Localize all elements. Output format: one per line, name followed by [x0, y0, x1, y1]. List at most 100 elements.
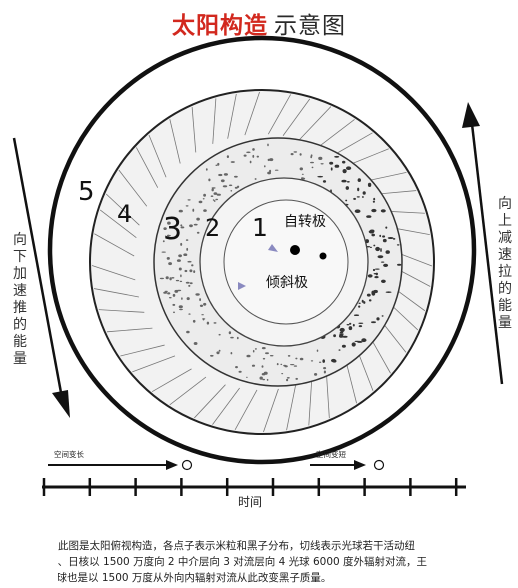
granule-dot: [281, 373, 284, 375]
granule-dot: [198, 200, 203, 204]
granule-dot: [361, 338, 367, 343]
granule-dot: [178, 209, 183, 213]
hatch-line: [308, 379, 313, 426]
granule-dot: [246, 151, 251, 154]
hatch-line: [91, 265, 136, 281]
granule-dot: [218, 333, 221, 336]
hatch-line: [212, 98, 217, 144]
granule-dot: [199, 304, 204, 307]
granule-dot: [371, 233, 376, 237]
granule-dot: [212, 199, 215, 201]
granule-dot: [261, 365, 264, 368]
granule-dot: [196, 217, 200, 221]
granule-dot: [234, 175, 238, 178]
granule-dot: [265, 352, 269, 355]
granule-dot: [371, 290, 375, 295]
granule-dot: [377, 255, 384, 259]
granule-dot: [267, 171, 271, 175]
hatch-line: [94, 288, 139, 298]
granule-dot: [293, 151, 298, 153]
granule-dot: [371, 321, 376, 324]
granule-dot: [174, 289, 179, 293]
granule-dot: [338, 349, 341, 351]
hatch-line: [120, 344, 165, 357]
granule-dot: [167, 234, 170, 237]
granule-dot: [381, 279, 386, 283]
granule-dot: [363, 301, 366, 304]
title-sub: 示意图: [274, 13, 346, 39]
granule-dot: [357, 178, 361, 183]
granule-dot: [238, 370, 242, 373]
tilted-pole-marker-2: [238, 282, 246, 290]
granule-dot: [358, 325, 363, 328]
granule-dot: [216, 193, 221, 196]
granule-dot: [222, 185, 228, 188]
granule-dot: [287, 355, 291, 357]
granule-dot: [375, 246, 380, 252]
granule-dot: [380, 209, 386, 213]
granule-dot: [345, 186, 349, 190]
caption: 此图是太阳俯视构造，各点子表示米粒和黑子分布，切线表示光球若干活动纽 1、日核以…: [58, 538, 518, 586]
granule-dot: [348, 326, 353, 331]
granule-dots: [159, 143, 402, 382]
granule-dot: [342, 169, 347, 174]
granule-dot: [354, 340, 360, 342]
granule-dot: [358, 302, 361, 304]
granule-dot: [387, 237, 394, 239]
granule-dot: [316, 349, 319, 352]
layer-number-1: 1: [252, 213, 268, 242]
granule-dot: [202, 198, 205, 200]
granule-dot: [180, 242, 183, 246]
hatch-line: [194, 384, 226, 419]
granule-dot: [349, 322, 352, 325]
hatch-line: [132, 355, 176, 373]
granule-dot: [310, 360, 314, 362]
hatch-line: [332, 132, 373, 156]
side-label-left: 向下加速推的能量: [13, 232, 27, 367]
granule-dot: [185, 281, 190, 284]
granule-dot: [186, 330, 190, 334]
caption-line-2: 1、日核以 1500 万度向 2 中介层向 3 对流层向 4 光球 6000 度…: [58, 556, 428, 568]
granule-dot: [382, 235, 386, 238]
granule-dot: [374, 276, 379, 279]
granule-dot: [385, 250, 390, 254]
up-arrow-shaft: [470, 123, 504, 385]
granule-dot: [252, 349, 255, 353]
rotation-pole-dot: [290, 245, 300, 255]
hatch-line: [244, 91, 260, 136]
granule-dot: [186, 297, 190, 301]
layer-number-5: 5: [78, 177, 95, 207]
granule-dot: [376, 317, 380, 321]
granule-dot: [396, 244, 400, 246]
granule-dot: [249, 160, 252, 164]
granule-dot: [167, 292, 171, 295]
granule-dot: [299, 153, 302, 156]
granule-dot: [357, 187, 360, 192]
granule-dot: [218, 173, 223, 177]
granule-dot: [290, 364, 295, 366]
granule-dot: [220, 179, 225, 183]
granule-dot: [178, 305, 183, 309]
tilted-pole-dot: [319, 252, 327, 260]
granule-dot: [199, 298, 202, 302]
hatch-line: [282, 98, 311, 136]
granule-dot: [339, 334, 344, 338]
down-arrow-head: [52, 390, 70, 418]
granule-dot: [251, 364, 256, 367]
side-label-right: 向上减速拉的能量: [498, 196, 512, 331]
granule-dot: [192, 208, 195, 212]
granule-dot: [254, 348, 257, 350]
granule-dot: [180, 224, 183, 227]
granule-dot: [169, 277, 172, 281]
timeline-arrow-left-head: [166, 460, 178, 470]
timeline-right-label: 空间变短: [316, 449, 346, 459]
granule-dot: [185, 239, 189, 241]
hatch-line: [191, 106, 197, 153]
granule-dot: [189, 282, 193, 285]
granule-dot: [341, 179, 347, 183]
granule-dot: [374, 268, 380, 270]
granule-dot: [397, 263, 402, 266]
granule-dot: [323, 370, 326, 374]
granule-dot: [317, 175, 324, 178]
